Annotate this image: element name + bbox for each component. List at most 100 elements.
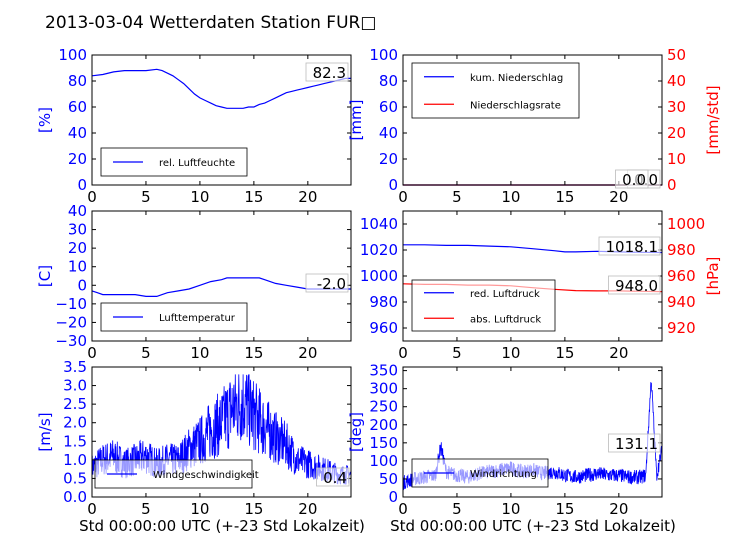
ytick-label: 1020	[360, 241, 398, 259]
plot-frame-temperature	[91, 210, 352, 342]
xtick-label: 20	[609, 188, 628, 206]
legend-box	[411, 279, 556, 332]
value-annotation: 82.3	[313, 64, 346, 82]
xtick-label: 5	[141, 344, 151, 362]
ylabel: [deg]	[347, 412, 365, 452]
ytick-label: 80	[379, 72, 398, 90]
ytick-label: −30	[55, 332, 87, 350]
ytick-label: 250	[369, 398, 398, 416]
xtick-label: 20	[298, 344, 317, 362]
chart-temperature: 0 5 10 15 20−30−20−10010203040[C]Lufttempera…	[36, 202, 352, 362]
ylabel: [%]	[36, 107, 54, 133]
ylabel: [mm]	[347, 100, 365, 141]
xlabel-left: Std 00:00:00 UTC (+-23 Std Lokalzeit)	[79, 517, 365, 535]
series-line-humidity-0	[91, 68, 351, 109]
ytick-label: 40	[68, 202, 87, 220]
chart-winddir: 0 5 10 15 20050100150200250300350[deg]Windri…	[347, 362, 663, 518]
chart-precip: 0 5 10 15 20 0 20 40 60 80 100 0 10 20 30 40 50 [mm] [mm/s…	[347, 46, 722, 206]
ytick-label: 3.0	[63, 377, 87, 395]
ytick-label-right: 50	[667, 46, 686, 64]
ylabel-right: [mm/std]	[704, 85, 722, 154]
value-annotation: 131.1	[615, 435, 658, 453]
legend-label: rel. Luftfeuchte	[159, 158, 235, 169]
xtick-label: 20	[298, 500, 317, 518]
ytick-label: 1000	[360, 267, 398, 285]
ytick-label: 20	[68, 150, 87, 168]
plot-frame-windspeed	[91, 366, 352, 498]
ylabel: [C]	[36, 265, 54, 287]
xtick-label: 0	[87, 188, 97, 206]
xtick-label: 10	[190, 344, 209, 362]
xtick-label: 10	[190, 500, 209, 518]
ytick-label: 3.5	[63, 358, 87, 376]
value-annotation-box	[305, 62, 349, 82]
xtick-label: 5	[141, 500, 151, 518]
legend-precip: kum. Niederschlag Niederschlagsrate	[411, 62, 580, 119]
xtick-label: 20	[609, 344, 628, 362]
xtick-label: 5	[141, 188, 151, 206]
ytick-label: 30	[68, 221, 87, 239]
value-annotation: 0.0	[622, 171, 646, 189]
ytick-label-right: 20	[667, 124, 686, 142]
xtick-label: 20	[298, 188, 317, 206]
legend-humidity: rel. Luftfeuchte	[100, 147, 248, 177]
xtick-label: 15	[555, 344, 574, 362]
ytick-label: 150	[369, 434, 398, 452]
xtick-label: 5	[452, 500, 462, 518]
ytick-label: 60	[68, 98, 87, 116]
xtick-label: 10	[501, 500, 520, 518]
xtick-label: 15	[244, 344, 263, 362]
ylabel-right: [hPa]	[704, 257, 722, 296]
ytick-label: 1040	[360, 215, 398, 233]
ytick-label: 40	[379, 124, 398, 142]
ytick-label: 1.5	[63, 432, 87, 450]
value-annotation: -2.0	[317, 275, 346, 293]
value-annotation-box	[316, 467, 350, 487]
ytick-label: 0	[77, 176, 87, 194]
legend-pressure: red. Luftdruck abs. Luftdruck	[411, 279, 556, 332]
value-annotation-box	[598, 236, 661, 256]
ytick-label: 0.0	[63, 488, 87, 506]
ytick-label: 350	[369, 362, 398, 380]
ytick-label: −20	[55, 313, 87, 331]
chart-windspeed: 0 5 10 15 20 0.00.51.01.52.02.53.03.5 [m/s] Win…	[36, 358, 352, 518]
ytick-label: 50	[379, 470, 398, 488]
legend-label: kum. Niederschlag	[470, 73, 563, 84]
xtick-label: 5	[452, 344, 462, 362]
ytick-label: 300	[369, 380, 398, 398]
ytick-label: 20	[379, 150, 398, 168]
ytick-label-right: 0	[667, 176, 677, 194]
ytick-label: 0	[388, 176, 398, 194]
xtick-label: 0	[87, 500, 97, 518]
xtick-label: 0	[398, 500, 408, 518]
legend-label: Lufttemperatur	[159, 313, 236, 324]
ytick-label-right: 40	[667, 72, 686, 90]
chart-pressure: 0 5 10 15 20 960 980 1000 1020 1040 920 940 960 980 10…	[360, 210, 722, 362]
legend-label: abs. Luftdruck	[470, 314, 541, 325]
xtick-label: 10	[501, 344, 520, 362]
ytick-label: 20	[68, 239, 87, 257]
xtick-label: 15	[555, 500, 574, 518]
xtick-label: 20	[609, 500, 628, 518]
xtick-label: 15	[244, 188, 263, 206]
ytick-label: 200	[369, 416, 398, 434]
ytick-label-right: 1000	[667, 215, 705, 233]
ytick-label: 2.5	[63, 395, 87, 413]
legend-windspeed: Windgeschwindigkeit	[94, 459, 259, 489]
legend-label: Niederschlagsrate	[470, 100, 561, 111]
ytick-label-right: 940	[667, 293, 696, 311]
legend-label: Windrichtung	[470, 469, 537, 480]
ylabel: [m/s]	[36, 412, 54, 451]
ytick-label: 0	[77, 276, 87, 294]
plot-frame-precip	[402, 54, 663, 186]
value-annotation: 948.0	[615, 277, 658, 295]
ytick-label: 980	[369, 293, 398, 311]
ytick-label: 100	[369, 452, 398, 470]
value-annotation-box	[305, 273, 349, 293]
ytick-label: 0.5	[63, 469, 87, 487]
plot-frame-humidity	[91, 54, 352, 186]
ytick-label-right: 10	[667, 150, 686, 168]
legend-temperature: Lufttemperatur	[100, 302, 248, 332]
ytick-label-right: 980	[667, 241, 696, 259]
